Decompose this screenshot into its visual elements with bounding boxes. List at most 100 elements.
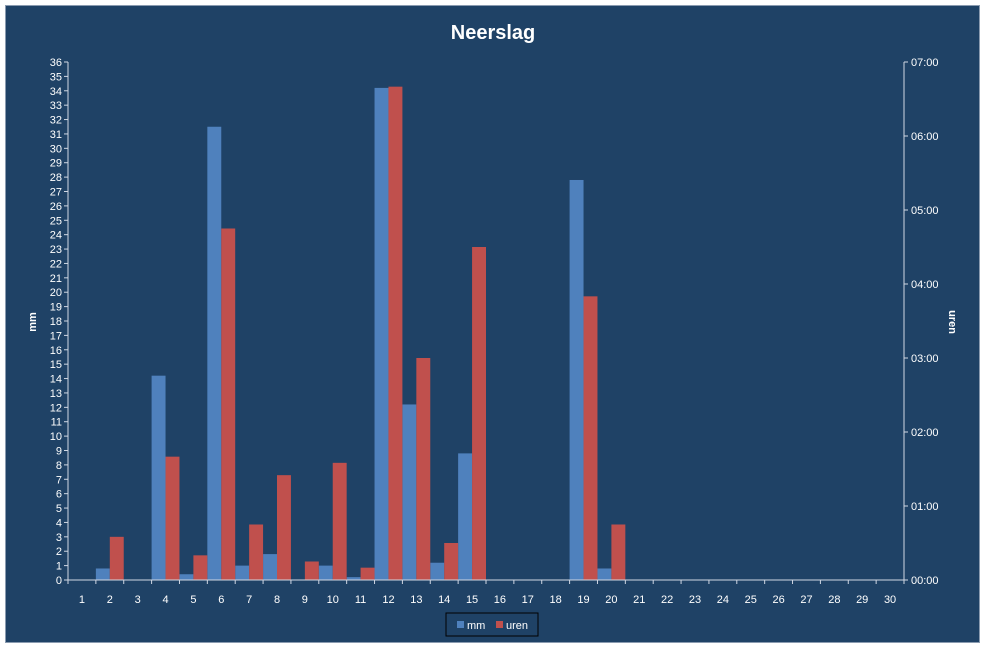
- x-tick-label: 8: [274, 594, 280, 606]
- bar-uren-19: [583, 296, 598, 580]
- x-tick-label: 16: [494, 594, 506, 606]
- y-tick-label: 25: [50, 215, 62, 227]
- chart-title: Neerslag: [451, 22, 536, 44]
- bar-uren-12: [388, 86, 403, 581]
- y-tick-label: 18: [50, 316, 62, 328]
- bar-mm-11: [346, 577, 361, 580]
- bar-mm-10: [318, 565, 333, 580]
- bar-uren-9: [304, 561, 319, 580]
- x-tick-label: 5: [190, 594, 196, 606]
- x-tick-label: 18: [550, 594, 562, 606]
- y-tick-label: 7: [56, 474, 62, 486]
- y-tick-label: 13: [50, 388, 62, 400]
- y-tick-label: 19: [50, 302, 62, 314]
- bar-uren-4: [165, 456, 180, 580]
- x-tick-label: 22: [661, 594, 673, 606]
- x-tick-label: 12: [382, 594, 394, 606]
- x-tick-label: 11: [355, 594, 366, 606]
- x-tick-label: 6: [218, 594, 224, 606]
- bar-uren-15: [472, 247, 486, 580]
- x-tick-label: 28: [828, 594, 840, 606]
- x-tick-label: 15: [466, 594, 478, 606]
- bar-uren-14: [444, 543, 459, 580]
- plot-area: [67, 62, 905, 581]
- x-tick-label: 1: [79, 594, 85, 606]
- x-tick-label: 25: [745, 594, 757, 606]
- x-tick-label: 23: [689, 594, 701, 606]
- bar-mm-19: [569, 179, 584, 580]
- bar-mm-6: [207, 126, 222, 580]
- y-tick-label: 21: [50, 273, 62, 285]
- y-tick-label: 30: [50, 143, 62, 155]
- y-tick-label: 5: [56, 503, 62, 515]
- y2-tick-label: 00:00: [911, 575, 939, 587]
- bar-mm-12: [374, 87, 389, 581]
- x-tick-label: 3: [135, 594, 141, 606]
- y2-tick-label: 05:00: [911, 205, 939, 217]
- x-tick-label: 10: [327, 594, 339, 606]
- y-tick-label: 3: [56, 532, 62, 544]
- y-tick-label: 22: [50, 258, 62, 270]
- x-tick-label: 17: [522, 594, 534, 606]
- bar-mm-8: [263, 554, 277, 580]
- bar-uren-20: [611, 524, 626, 580]
- legend-label-mm: mm: [467, 620, 485, 632]
- bar-mm-5: [179, 574, 194, 580]
- bar-mm-7: [235, 565, 250, 580]
- x-tick-label: 19: [577, 594, 589, 606]
- y-axis-title: mm: [27, 312, 39, 332]
- bar-uren-7: [249, 524, 264, 580]
- y2-tick-label: 07:00: [911, 57, 939, 69]
- chart-svg: Neerslag 0123456789101112131415161718192…: [27, 22, 958, 637]
- y-tick-label: 33: [50, 100, 62, 112]
- bar-mm-13: [402, 404, 417, 580]
- y-tick-label: 2: [56, 546, 62, 558]
- y-tick-label: 15: [50, 359, 62, 371]
- y-tick-label: 20: [50, 287, 62, 299]
- bar-uren-13: [416, 358, 431, 580]
- x-tick-label: 21: [633, 594, 645, 606]
- y-tick-label: 24: [50, 230, 62, 242]
- bar-uren-6: [221, 228, 236, 580]
- x-tick-label: 14: [438, 594, 450, 606]
- bar-mm-2: [95, 568, 110, 580]
- bar-uren-2: [109, 536, 124, 580]
- y-tick-label: 32: [50, 115, 62, 127]
- y2-tick-label: 04:00: [911, 279, 939, 291]
- legend-box: [445, 612, 539, 637]
- y2-tick-label: 06:00: [911, 131, 939, 143]
- y-tick-label: 8: [56, 460, 62, 472]
- x-tick-label: 30: [884, 594, 896, 606]
- y-tick-label: 9: [56, 446, 62, 458]
- y-tick-label: 17: [50, 330, 62, 342]
- y-tick-label: 36: [50, 57, 62, 69]
- bar-mm-14: [430, 562, 445, 580]
- y-tick-label: 1: [56, 561, 62, 573]
- bar-uren-10: [332, 462, 347, 580]
- y-tick-label: 31: [50, 129, 62, 141]
- x-tick-label: 26: [772, 594, 784, 606]
- y2-axis-title: uren: [946, 310, 958, 334]
- y-axis-ticks: 0123456789101112131415161718192021222324…: [50, 57, 68, 587]
- y-tick-label: 11: [51, 417, 62, 429]
- legend: mm uren: [445, 612, 539, 637]
- legend-swatch-uren: [496, 621, 503, 628]
- legend-swatch-mm: [457, 621, 464, 628]
- y2-tick-label: 01:00: [911, 501, 939, 513]
- x-tick-label: 20: [605, 594, 617, 606]
- legend-label-uren: uren: [506, 620, 528, 632]
- x-tick-label: 4: [162, 594, 168, 606]
- x-tick-label: 9: [302, 594, 308, 606]
- y-tick-label: 23: [50, 244, 62, 256]
- x-tick-label: 7: [246, 594, 252, 606]
- bar-mm-15: [458, 453, 473, 580]
- x-tick-label: 13: [410, 594, 422, 606]
- bar-mm-20: [597, 568, 612, 580]
- x-tick-label: 24: [717, 594, 729, 606]
- bar-mm-4: [151, 375, 166, 580]
- bar-uren-8: [277, 475, 291, 580]
- y-tick-label: 35: [50, 71, 62, 83]
- x-tick-label: 29: [856, 594, 868, 606]
- y-tick-label: 27: [50, 187, 62, 199]
- x-tick-label: 2: [107, 594, 113, 606]
